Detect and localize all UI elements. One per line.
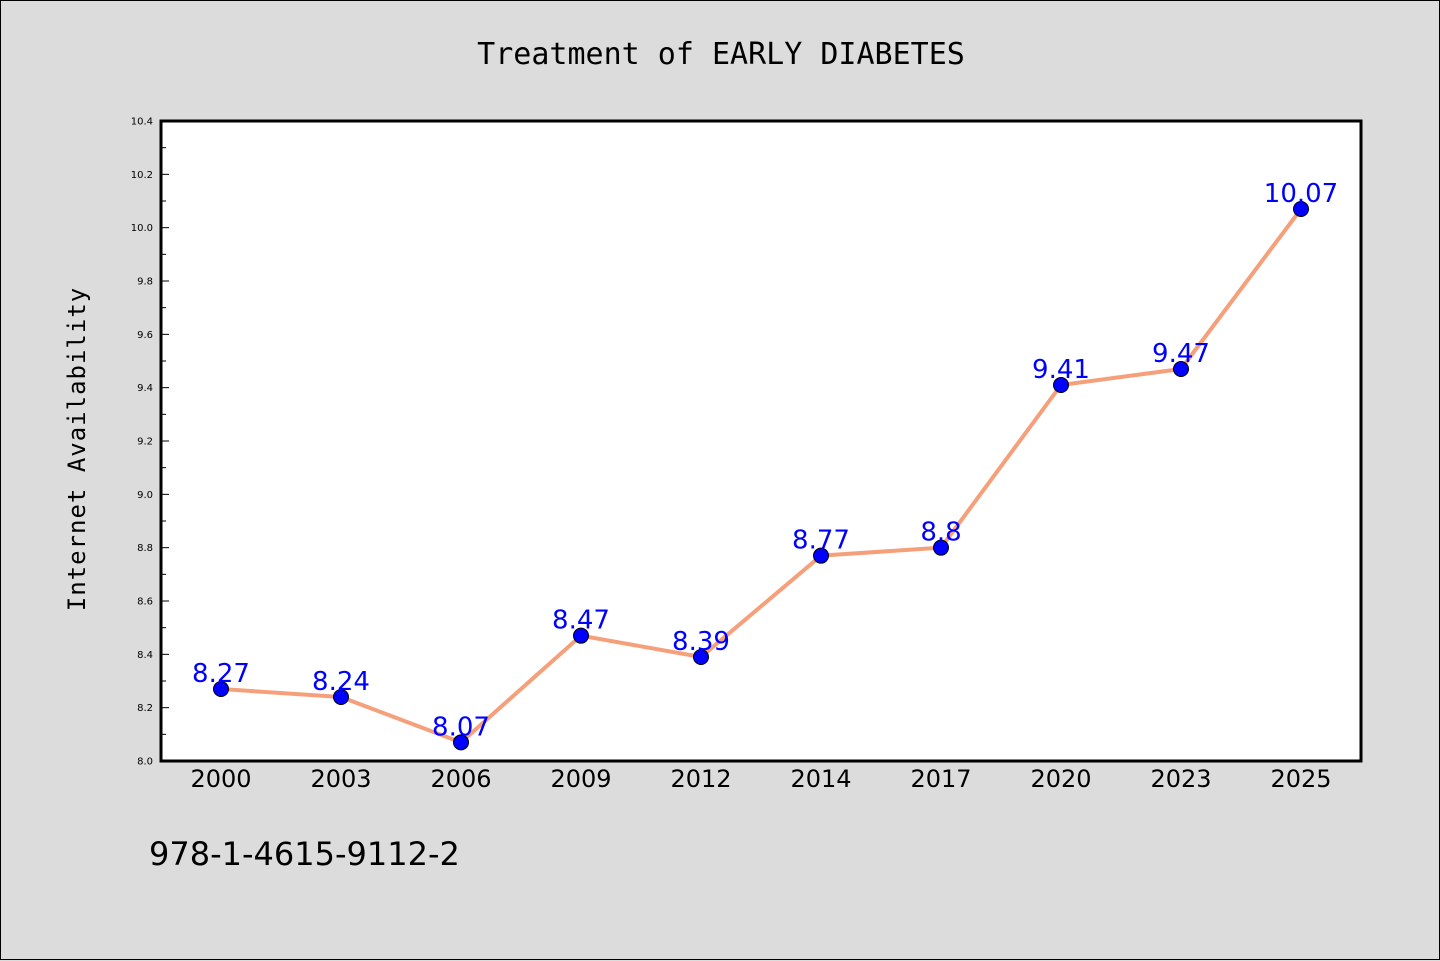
y-tick-label: 8.2: [137, 703, 153, 714]
data-point: [1053, 377, 1069, 393]
y-tick-label: 10.0: [131, 223, 153, 234]
x-tick-label: 2009: [550, 765, 611, 793]
data-label: 8.8: [920, 518, 961, 548]
x-tick-label: 2025: [1270, 765, 1331, 793]
data-label: 8.07: [432, 712, 490, 742]
x-axis: 2000 2003 2006 2009 2012 2014 2017 2020 2023 2025: [190, 765, 1331, 793]
y-tick-label: 9.4: [137, 383, 153, 394]
x-tick-label: 2014: [790, 765, 851, 793]
data-point: [1293, 201, 1309, 217]
data-label: 8.39: [672, 627, 730, 657]
series-line: [220, 207, 1303, 745]
y-tick-label: 8.0: [137, 757, 153, 768]
y-tick-label: 9.0: [137, 490, 153, 501]
x-tick-label: 2020: [1030, 765, 1091, 793]
data-point: [213, 681, 229, 697]
data-label: 8.77: [792, 526, 850, 556]
data-label: 9.41: [1032, 355, 1090, 385]
data-label: 9.47: [1152, 339, 1210, 369]
data-point: [813, 547, 829, 564]
data-point: [333, 689, 349, 705]
footnote-isbn: 978-1-4615-9112-2: [149, 835, 460, 873]
y-tick-label: 10.4: [131, 117, 153, 128]
y-tick-label: 8.8: [137, 543, 153, 554]
data-point: [693, 649, 709, 665]
x-tick-label: 2017: [910, 765, 971, 793]
y-axis: 8.0 8.2 8.4 8.6 8.8 9.0 9.2 9.4 9.6 9.8 10.0 10.2 10…: [131, 117, 169, 768]
data-label: 8.27: [192, 659, 250, 689]
y-tick-label: 9.6: [137, 330, 153, 341]
y-tick-label: 8.4: [137, 650, 153, 661]
data-label: 8.24: [312, 667, 370, 697]
plot-area: [161, 121, 1361, 761]
y-tick-label: 9.8: [137, 277, 153, 288]
x-tick-label: 2012: [670, 765, 731, 793]
data-point: [1173, 361, 1189, 377]
data-point: [573, 627, 589, 644]
y-tick-label: 10.2: [131, 170, 153, 181]
data-point: [453, 734, 469, 751]
data-point: [933, 539, 949, 556]
data-label: 8.47: [552, 606, 610, 636]
plot-frame: [159, 119, 1363, 763]
data-label: 10.07: [1264, 179, 1338, 209]
x-tick-label: 2023: [1150, 765, 1211, 793]
x-tick-label: 2006: [430, 765, 491, 793]
chart-title: Treatment of EARLY DIABETES: [477, 37, 965, 72]
y-tick-label: 8.6: [137, 597, 153, 608]
y-axis-label: Internet Availability: [63, 287, 91, 611]
x-tick-label: 2000: [190, 765, 251, 793]
x-tick-label: 2003: [310, 765, 371, 793]
y-tick-label: 9.2: [137, 437, 153, 448]
series-layer: 8.27 8.24 8.07 8.47 8.39 8.77 8.8 9.41 9.47 10.07: [192, 179, 1338, 751]
